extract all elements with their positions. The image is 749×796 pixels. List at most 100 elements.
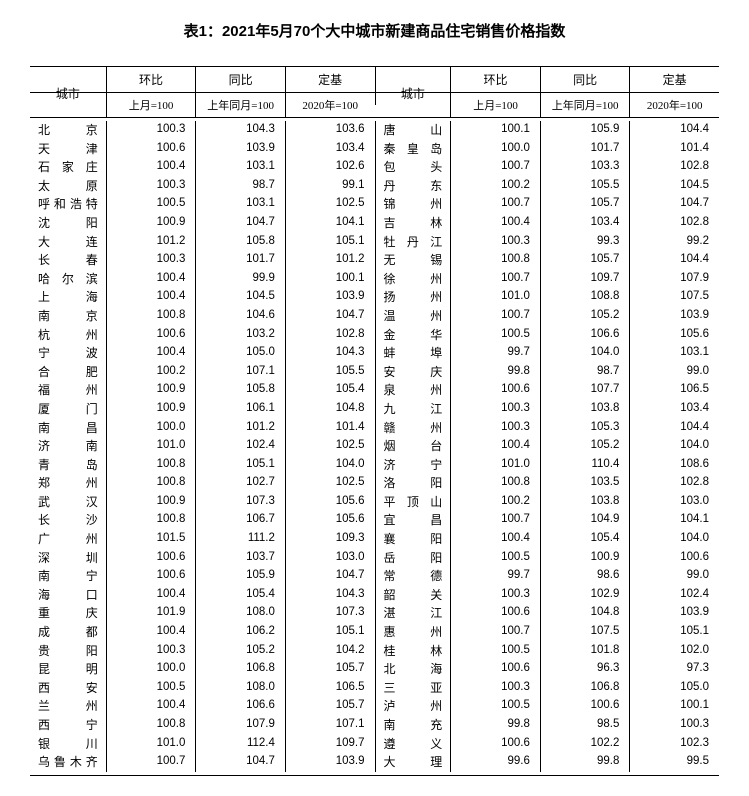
mom-cell: 100.7 <box>450 158 540 177</box>
base-cell: 104.7 <box>629 195 719 214</box>
mom-cell: 100.9 <box>106 493 196 512</box>
yoy-cell: 98.7 <box>540 363 630 382</box>
base-cell: 106.5 <box>629 381 719 400</box>
table-row: 桂 林100.5101.8102.0 <box>375 642 720 661</box>
base-cell: 104.8 <box>285 400 375 419</box>
city-cell: 大 连 <box>30 233 106 252</box>
mom-cell: 100.4 <box>106 288 196 307</box>
yoy-cell: 107.9 <box>195 716 285 735</box>
city-cell: 哈 尔 滨 <box>30 270 106 289</box>
mom-cell: 101.2 <box>106 233 196 252</box>
yoy-cell: 103.2 <box>195 326 285 345</box>
yoy-cell: 105.5 <box>540 177 630 196</box>
city-cell: 三 亚 <box>375 679 451 698</box>
base-cell: 99.2 <box>629 233 719 252</box>
yoy-cell: 101.7 <box>195 251 285 270</box>
yoy-cell: 108.0 <box>195 604 285 623</box>
base-cell: 104.5 <box>629 177 719 196</box>
base-cell: 103.1 <box>629 344 719 363</box>
city-cell: 蚌 埠 <box>375 344 451 363</box>
table-row: 天 津100.6103.9103.4 <box>30 140 375 159</box>
yoy-cell: 100.6 <box>540 697 630 716</box>
mom-cell: 100.1 <box>450 121 540 140</box>
mom-cell: 100.2 <box>106 363 196 382</box>
yoy-cell: 105.4 <box>195 586 285 605</box>
mom-cell: 100.3 <box>450 233 540 252</box>
base-cell: 104.7 <box>285 567 375 586</box>
city-cell: 乌鲁木齐 <box>30 753 106 772</box>
mom-cell: 100.4 <box>450 214 540 233</box>
base-cell: 105.1 <box>285 233 375 252</box>
base-cell: 102.8 <box>629 214 719 233</box>
base-cell: 103.0 <box>285 549 375 568</box>
col-mom-sub-r: 上月=100 <box>450 93 540 117</box>
table-row: 乌鲁木齐100.7104.7103.9 <box>30 753 375 772</box>
city-cell: 泸 州 <box>375 697 451 716</box>
table-row: 广 州101.5111.2109.3 <box>30 530 375 549</box>
base-cell: 102.6 <box>285 158 375 177</box>
col-yoy-sub-r: 上年同月=100 <box>540 93 630 117</box>
yoy-cell: 103.7 <box>195 549 285 568</box>
base-cell: 102.8 <box>629 158 719 177</box>
mom-cell: 100.4 <box>106 586 196 605</box>
table-row: 宜 昌100.7104.9104.1 <box>375 511 720 530</box>
mom-cell: 101.5 <box>106 530 196 549</box>
right-body: 唐 山100.1105.9104.4秦 皇 岛100.0101.7101.4包 … <box>375 118 720 775</box>
city-cell: 吉 林 <box>375 214 451 233</box>
yoy-cell: 105.7 <box>540 251 630 270</box>
city-cell: 宜 昌 <box>375 511 451 530</box>
yoy-cell: 104.5 <box>195 288 285 307</box>
mom-cell: 100.7 <box>450 270 540 289</box>
city-cell: 青 岛 <box>30 456 106 475</box>
table-row: 常 德99.798.699.0 <box>375 567 720 586</box>
table-left-half: 环比 同比 定基 城市 上月=100 上年同月=100 2020年=100 北 … <box>30 67 375 775</box>
table-row: 福 州100.9105.8105.4 <box>30 381 375 400</box>
table-right-half: 环比 同比 定基 城市 上月=100 上年同月=100 2020年=100 唐 … <box>375 67 720 775</box>
city-cell: 襄 阳 <box>375 530 451 549</box>
mom-cell: 100.8 <box>450 251 540 270</box>
base-cell: 99.0 <box>629 567 719 586</box>
table-row: 南 充99.898.5100.3 <box>375 716 720 735</box>
table-row: 石 家 庄100.4103.1102.6 <box>30 158 375 177</box>
base-cell: 103.9 <box>285 288 375 307</box>
mom-cell: 100.6 <box>106 140 196 159</box>
city-cell: 天 津 <box>30 140 106 159</box>
base-cell: 104.0 <box>629 530 719 549</box>
yoy-cell: 99.8 <box>540 753 630 772</box>
base-cell: 102.4 <box>629 586 719 605</box>
mom-cell: 100.9 <box>106 381 196 400</box>
table-row: 湛 江100.6104.8103.9 <box>375 604 720 623</box>
table-row: 北 京100.3104.3103.6 <box>30 121 375 140</box>
base-cell: 104.1 <box>285 214 375 233</box>
mom-cell: 100.0 <box>450 140 540 159</box>
mom-cell: 100.3 <box>106 642 196 661</box>
mom-cell: 100.6 <box>106 567 196 586</box>
base-cell: 100.1 <box>629 697 719 716</box>
city-cell: 平 顶 山 <box>375 493 451 512</box>
base-cell: 102.3 <box>629 735 719 754</box>
table-row: 长 沙100.8106.7105.6 <box>30 511 375 530</box>
base-cell: 104.1 <box>629 511 719 530</box>
city-cell: 洛 阳 <box>375 474 451 493</box>
city-cell: 银 川 <box>30 735 106 754</box>
mom-cell: 100.3 <box>450 586 540 605</box>
base-cell: 105.7 <box>285 660 375 679</box>
city-cell: 郑 州 <box>30 474 106 493</box>
mom-cell: 100.8 <box>106 511 196 530</box>
col-city-label-r: 城市 <box>375 81 451 105</box>
yoy-cell: 105.9 <box>540 121 630 140</box>
mom-cell: 100.5 <box>106 195 196 214</box>
base-cell: 109.3 <box>285 530 375 549</box>
yoy-cell: 105.0 <box>195 344 285 363</box>
mom-cell: 100.5 <box>450 697 540 716</box>
mom-cell: 100.6 <box>450 660 540 679</box>
yoy-cell: 106.2 <box>195 623 285 642</box>
yoy-cell: 105.8 <box>195 233 285 252</box>
yoy-cell: 105.3 <box>540 419 630 438</box>
mom-cell: 99.8 <box>450 363 540 382</box>
base-cell: 109.7 <box>285 735 375 754</box>
yoy-cell: 98.5 <box>540 716 630 735</box>
yoy-cell: 105.9 <box>195 567 285 586</box>
yoy-cell: 106.1 <box>195 400 285 419</box>
yoy-cell: 103.3 <box>540 158 630 177</box>
